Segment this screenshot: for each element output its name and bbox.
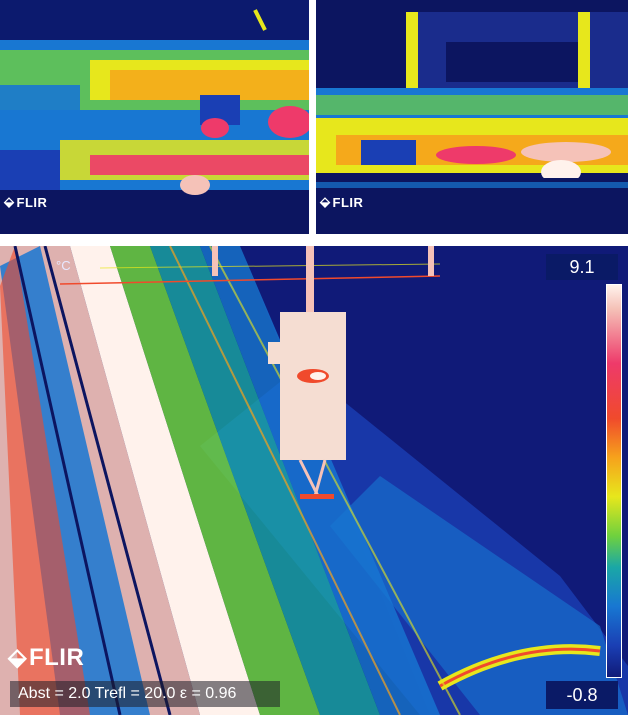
flir-logo-icon: ⬙ bbox=[8, 643, 27, 672]
flir-logo: ⬙ FLIR bbox=[4, 194, 47, 210]
thermal-image-bottom: °C 9.1 -0.8 ⬙ FLIR Abst = 2.0 Trefl = 20… bbox=[0, 246, 628, 715]
scale-min-value: -0.8 bbox=[546, 681, 618, 709]
thermal-railway-overview bbox=[0, 246, 628, 715]
flir-logo-icon: ⬙ bbox=[320, 194, 331, 210]
flir-logo-text: FLIR bbox=[29, 644, 84, 672]
measurement-parameters: Abst = 2.0 Trefl = 20.0 ε = 0.96 bbox=[10, 681, 280, 707]
flir-logo: ⬙ FLIR bbox=[320, 194, 363, 210]
thermal-image-top-right: ⬙ FLIR bbox=[316, 0, 628, 234]
thermal-image-top-left: ⬙ FLIR bbox=[0, 0, 309, 234]
flir-logo: ⬙ FLIR bbox=[8, 643, 84, 672]
flir-logo-text: FLIR bbox=[333, 195, 364, 210]
unit-label: °C bbox=[56, 258, 71, 273]
flir-logo-icon: ⬙ bbox=[4, 194, 15, 210]
scale-max-value: 9.1 bbox=[546, 254, 618, 280]
flir-logo-text: FLIR bbox=[17, 195, 48, 210]
color-scale-bar bbox=[606, 284, 622, 678]
